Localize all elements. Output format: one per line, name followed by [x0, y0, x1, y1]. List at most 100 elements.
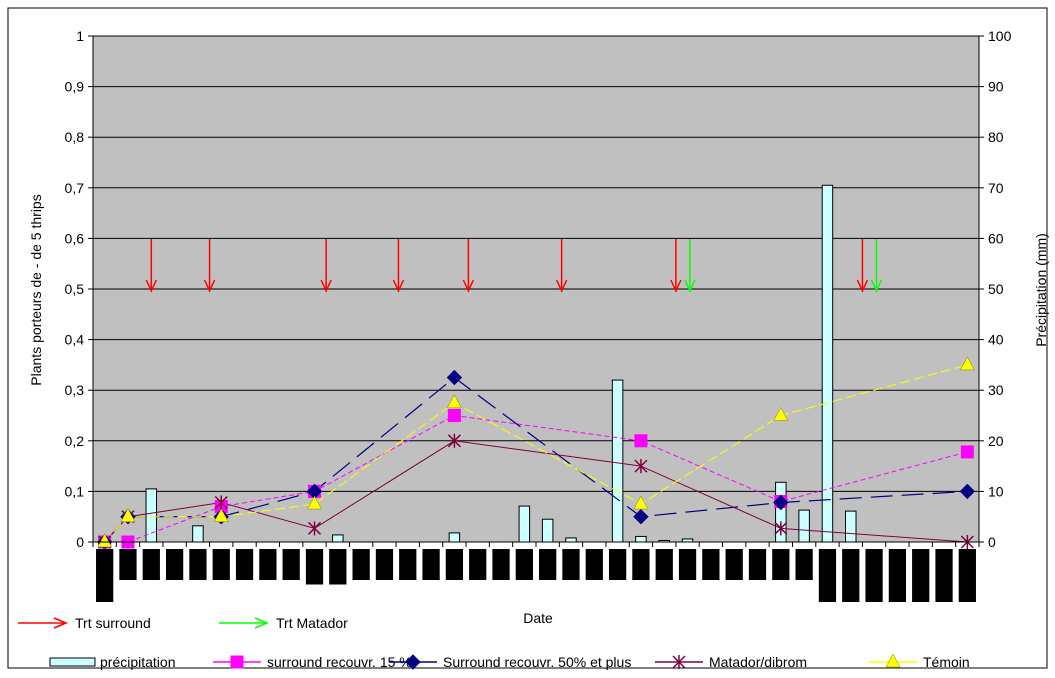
date-label: [655, 549, 673, 580]
legend-arrow-head: [53, 617, 68, 629]
date-label: [399, 549, 417, 580]
date-label: [818, 549, 837, 602]
precipitation-bar: [332, 534, 344, 543]
date-label: [142, 549, 160, 580]
precipitation-bar: [845, 510, 857, 543]
series-line: [104, 364, 968, 543]
date-label: [469, 549, 487, 580]
y-tick-label-left: 0,8: [65, 129, 85, 145]
y-tick-label-left: 0,2: [65, 433, 85, 449]
y-tick-label-right: 10: [988, 483, 1004, 499]
y-tick-label-right: 30: [988, 382, 1004, 398]
legend-item: Surround recouvr. 50% et plus: [389, 654, 631, 670]
series-marker: [959, 356, 975, 371]
date-label: [515, 549, 533, 580]
series-marker: [634, 434, 648, 448]
date-label: [912, 549, 930, 602]
series-marker: [120, 508, 136, 522]
y-tick-label-right: 40: [988, 332, 1004, 348]
arrow-head: [555, 279, 568, 293]
legend-arrow-item: Trt Matador: [219, 615, 348, 631]
date-label: [748, 549, 767, 580]
legend-marker: [672, 655, 686, 669]
y-tick-label-right: 50: [988, 281, 1004, 297]
legend-arrows: Trt surround Trt Matador: [18, 615, 348, 631]
precipitation-bars: [145, 184, 857, 543]
x-axis-label: Date: [523, 610, 553, 626]
y-tick-label-left: 0,3: [65, 382, 85, 398]
arrow-head: [670, 279, 682, 293]
date-label: [422, 549, 440, 580]
date-label: [235, 549, 254, 580]
treatment-arrow: [555, 239, 568, 293]
date-label: [539, 549, 557, 580]
y-tick-label-left: 0,7: [65, 180, 85, 196]
treatment-arrow: [670, 239, 682, 293]
arrow-head: [392, 279, 405, 293]
date-label: [445, 549, 464, 580]
arrow-head: [462, 279, 475, 293]
y-tick-label-left: 0: [76, 534, 84, 550]
series-marker: [959, 483, 976, 500]
series-marker: [214, 495, 228, 510]
date-label: [329, 549, 347, 585]
date-label: [678, 549, 697, 580]
y-tick-label-right: 0: [988, 534, 996, 550]
y-tick-label-left: 1: [76, 28, 84, 44]
legend-label: Matador/dibrom: [709, 654, 807, 670]
series-marker: [773, 406, 789, 421]
y-tick-label-right: 70: [988, 180, 1004, 196]
series-marker: [774, 521, 788, 536]
legend-item-precipitation: précipitation: [49, 654, 176, 670]
series-marker: [633, 508, 649, 525]
legend-marker: [885, 653, 901, 668]
precipitation-bar: [798, 509, 810, 543]
y-tick-label-left: 0,5: [65, 281, 85, 297]
treatment-arrow: [870, 239, 883, 293]
date-label: [935, 549, 953, 602]
series-line: [104, 440, 968, 543]
arrow-head: [684, 279, 696, 293]
date-label: [282, 549, 300, 580]
date-label: [492, 549, 510, 580]
precipitation-bar: [635, 535, 647, 543]
axes: 0 0 0,1 10 0,2 20 0,3 30 0,4 40 0,5 50 0,6 60 0,7 70 0,8…: [65, 28, 1012, 550]
date-label: [958, 549, 976, 602]
treatment-arrow: [684, 239, 696, 293]
date-label: [212, 549, 230, 580]
treatment-arrow: [856, 239, 869, 293]
date-label: [259, 549, 277, 580]
series-marker: [213, 508, 229, 522]
arrow-head: [203, 279, 216, 293]
precipitation-bar: [565, 537, 577, 543]
y-tick-label-right: 90: [988, 79, 1004, 95]
treatment-arrow: [203, 239, 216, 293]
y-tick-label-left: 0,6: [65, 230, 85, 246]
date-label: [189, 549, 207, 580]
y-tick-label-right: 60: [988, 230, 1004, 246]
series-marker: [447, 409, 461, 422]
y-axis-label-left: Plants porteurs de - de 5 thrips: [28, 194, 44, 385]
legend-marker: [230, 655, 244, 669]
legend-arrow-head: [254, 617, 269, 629]
treatment-arrows: [145, 239, 883, 293]
date-label: [608, 549, 627, 580]
series-marker: [960, 445, 974, 459]
legend-arrow-label: Trt Matador: [276, 615, 348, 631]
series-marker: [307, 495, 322, 510]
date-label: [96, 549, 114, 602]
date-label: [305, 549, 324, 585]
legend-label: précipitation: [100, 654, 176, 670]
date-label: [585, 549, 603, 580]
series-marker: [447, 433, 461, 448]
y-tick-label-right: 80: [988, 129, 1004, 145]
date-label: [795, 549, 813, 580]
y-tick-label-left: 0,4: [65, 332, 85, 348]
date-label: [632, 549, 650, 580]
date-label: [842, 549, 860, 602]
precipitation-bar: [518, 505, 531, 543]
date-label: [702, 549, 720, 580]
y-tick-label-right: 20: [988, 433, 1004, 449]
